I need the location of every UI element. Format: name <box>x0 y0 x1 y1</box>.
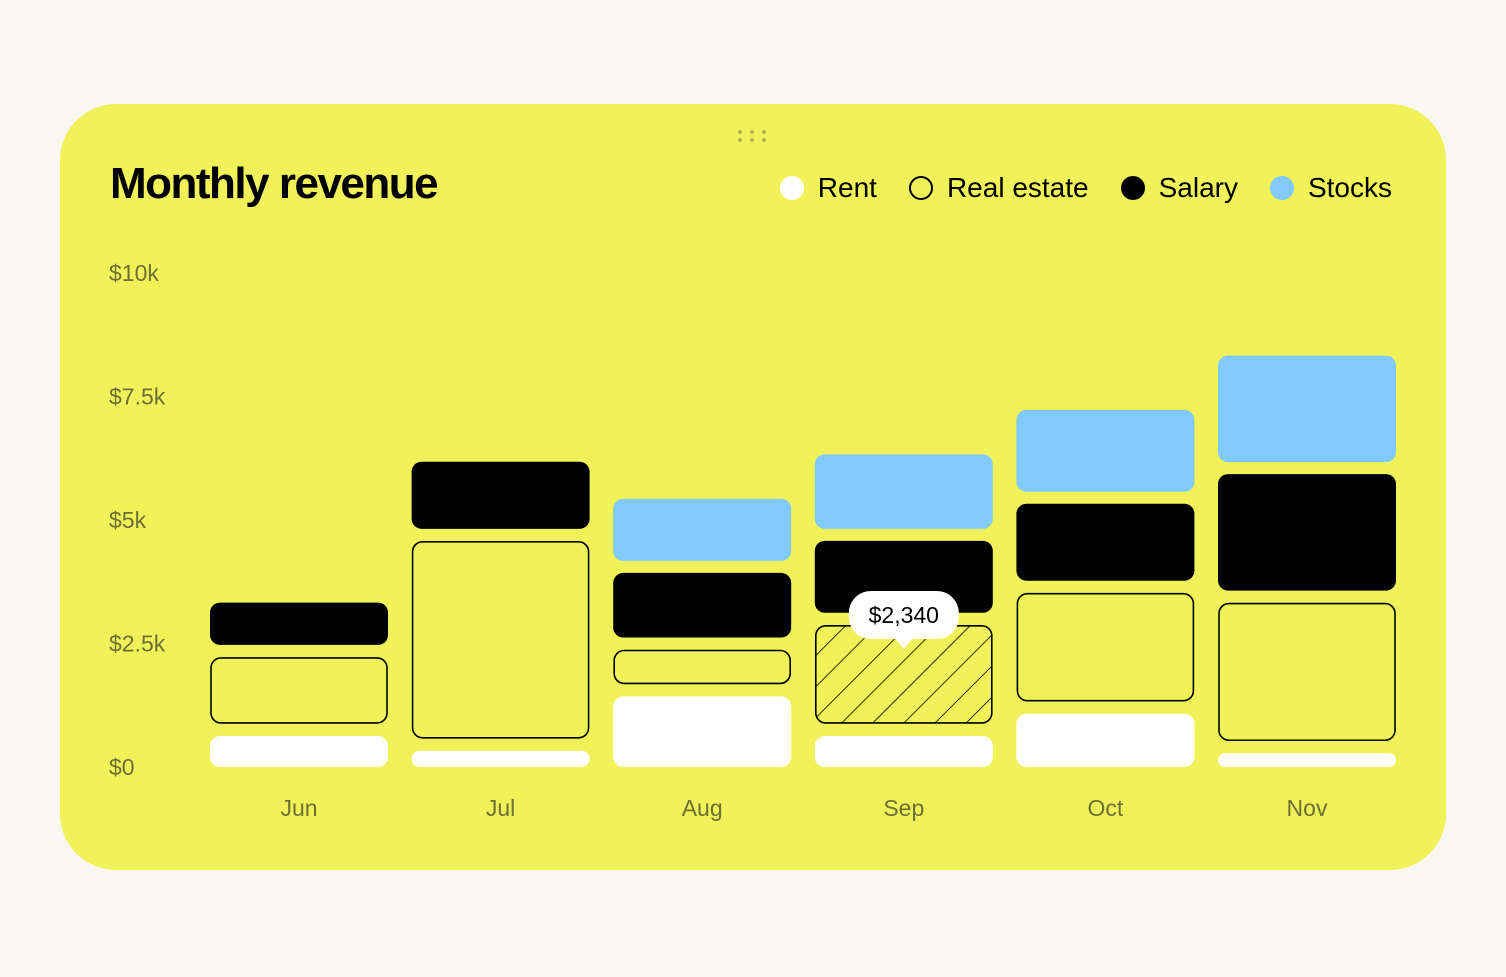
x-tick-label-jul: Jul <box>486 795 515 821</box>
bar-nov-salary <box>1218 474 1396 591</box>
stocks-swatch-icon <box>1269 176 1294 200</box>
legend-item-rent[interactable]: Rent <box>779 168 877 208</box>
x-axis: Jun Jul Aug Sep Oct Nov <box>280 795 1327 821</box>
rent-swatch-icon <box>779 176 804 200</box>
bar-oct-real-estate <box>1016 592 1195 702</box>
bar-jun-real-estate <box>210 657 388 724</box>
chart-legend: Rent Real estate Salary Stocks <box>779 168 1392 208</box>
y-tick-label: $5k <box>109 507 147 533</box>
x-tick-label-jun: Jun <box>280 795 317 821</box>
bar-aug-salary <box>613 572 792 638</box>
bar-aug-rent <box>613 696 792 767</box>
bar-jun-rent <box>210 735 388 767</box>
legend-label-stocks: Stocks <box>1307 172 1392 203</box>
legend-label-salary: Salary <box>1158 172 1238 203</box>
x-tick-label-sep: Sep <box>883 795 924 821</box>
bar-oct-rent <box>1016 713 1195 767</box>
legend-item-salary[interactable]: Salary <box>1120 168 1238 208</box>
x-tick-label-aug: Aug <box>682 795 723 821</box>
bar-oct-stocks <box>1016 409 1195 492</box>
real-estate-swatch-icon <box>908 176 933 200</box>
legend-item-real-estate[interactable]: Real estate <box>908 168 1089 208</box>
value-tooltip: $2,340 <box>848 590 959 649</box>
bar-jul-salary <box>411 461 590 529</box>
drag-handle-icon[interactable] <box>738 130 768 142</box>
bar-sep-rent <box>814 735 993 767</box>
bar-sep-stocks <box>814 454 993 529</box>
legend-label-real-estate: Real estate <box>946 172 1089 203</box>
bar-oct-salary <box>1016 503 1195 581</box>
x-tick-label-nov: Nov <box>1287 795 1328 821</box>
bar-nov-real-estate <box>1218 602 1396 742</box>
bar-aug-real-estate <box>613 649 792 685</box>
bar-jul-rent <box>411 750 590 767</box>
bar-aug-stocks <box>613 498 792 561</box>
bar-nov-rent <box>1218 753 1396 767</box>
bar-nov-stocks <box>1218 355 1396 463</box>
bar-jun-salary <box>210 602 388 645</box>
y-tick-label: $2.5k <box>109 631 166 657</box>
y-axis: $0 $2.5k $5k $7.5k $10k <box>109 260 166 780</box>
monthly-revenue-card: Monthly revenue Rent Real estate Salary … <box>60 104 1446 870</box>
bar-jul-real-estate <box>411 541 590 739</box>
legend-label-rent: Rent <box>817 172 877 203</box>
y-tick-label: $7.5k <box>109 384 166 410</box>
chart-title: Monthly revenue <box>110 159 439 208</box>
bars <box>210 355 1396 767</box>
stacked-bar-chart: $0 $2.5k $5k $7.5k $10k Jun Jul Aug Sep Oct Nov <box>109 260 1396 821</box>
y-tick-label: $10k <box>109 260 159 286</box>
y-tick-label: $0 <box>109 754 135 780</box>
salary-swatch-icon <box>1120 176 1145 200</box>
legend-item-stocks[interactable]: Stocks <box>1269 168 1392 208</box>
x-tick-label-oct: Oct <box>1088 795 1124 821</box>
